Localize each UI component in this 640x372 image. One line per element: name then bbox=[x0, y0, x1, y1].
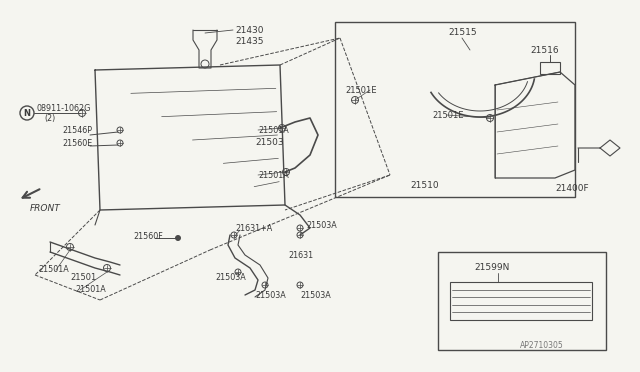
Text: 21501E: 21501E bbox=[345, 86, 376, 94]
Circle shape bbox=[175, 235, 181, 241]
Text: 21510: 21510 bbox=[410, 180, 438, 189]
Text: 21631+A: 21631+A bbox=[235, 224, 272, 232]
Bar bbox=[450, 282, 592, 320]
Text: 21501: 21501 bbox=[70, 273, 96, 282]
Bar bbox=[335, 22, 575, 197]
Text: 21503: 21503 bbox=[255, 138, 284, 147]
Text: 21503A: 21503A bbox=[300, 291, 331, 299]
Text: 21400F: 21400F bbox=[555, 183, 589, 192]
Text: 21631: 21631 bbox=[288, 250, 313, 260]
Text: 21501A: 21501A bbox=[258, 125, 289, 135]
Text: 08911-1062G: 08911-1062G bbox=[36, 103, 90, 112]
Text: 21503A: 21503A bbox=[215, 273, 246, 282]
Text: 21501A: 21501A bbox=[258, 170, 289, 180]
Text: 21560F: 21560F bbox=[133, 231, 163, 241]
Text: 21501A: 21501A bbox=[75, 285, 106, 295]
Text: 21516: 21516 bbox=[530, 45, 559, 55]
Text: 21560E: 21560E bbox=[62, 138, 92, 148]
Text: AP2710305: AP2710305 bbox=[520, 340, 564, 350]
Bar bbox=[438, 252, 606, 350]
Bar bbox=[540, 62, 560, 74]
Text: (2): (2) bbox=[44, 113, 55, 122]
Text: FRONT: FRONT bbox=[30, 203, 61, 212]
Text: 21501A: 21501A bbox=[38, 266, 68, 275]
Text: 21546P: 21546P bbox=[62, 125, 92, 135]
Text: 21503A: 21503A bbox=[255, 291, 285, 299]
Text: 21435: 21435 bbox=[235, 36, 264, 45]
Text: 21599N: 21599N bbox=[474, 263, 509, 273]
Text: 21501E: 21501E bbox=[432, 110, 463, 119]
Text: 21515: 21515 bbox=[448, 28, 477, 36]
Text: 21430: 21430 bbox=[235, 26, 264, 35]
Text: N: N bbox=[24, 109, 31, 118]
Text: 21503A: 21503A bbox=[306, 221, 337, 230]
